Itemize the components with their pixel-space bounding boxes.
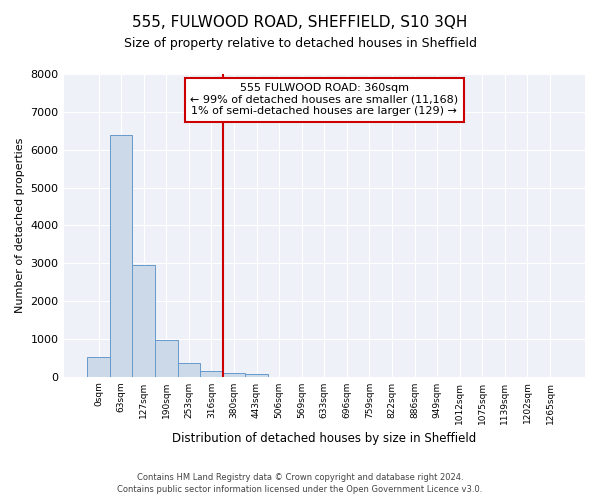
Bar [223, 373, 245, 376]
Text: 555, FULWOOD ROAD, SHEFFIELD, S10 3QH: 555, FULWOOD ROAD, SHEFFIELD, S10 3QH [133, 15, 467, 30]
Y-axis label: Number of detached properties: Number of detached properties [15, 138, 25, 313]
X-axis label: Distribution of detached houses by size in Sheffield: Distribution of detached houses by size … [172, 432, 476, 445]
Bar [155, 340, 178, 376]
Bar [87, 356, 110, 376]
Text: 555 FULWOOD ROAD: 360sqm
← 99% of detached houses are smaller (11,168)
1% of sem: 555 FULWOOD ROAD: 360sqm ← 99% of detach… [190, 83, 458, 116]
Text: Contains HM Land Registry data © Crown copyright and database right 2024.
Contai: Contains HM Land Registry data © Crown c… [118, 472, 482, 494]
Text: Size of property relative to detached houses in Sheffield: Size of property relative to detached ho… [124, 38, 476, 51]
Bar [133, 265, 155, 376]
Bar [178, 362, 200, 376]
Bar [200, 371, 223, 376]
Bar [245, 374, 268, 376]
Bar [110, 136, 133, 376]
